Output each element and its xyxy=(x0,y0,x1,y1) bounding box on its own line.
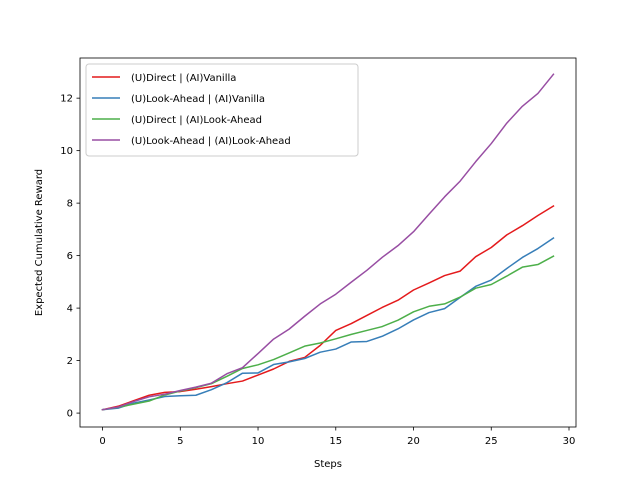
legend-box xyxy=(85,63,359,157)
x-tick-label: 0 xyxy=(99,436,105,447)
y-tick-label: 10 xyxy=(60,146,73,157)
legend: (U)Direct | (AI)Vanilla (U)Look-Ahead | (… xyxy=(85,63,359,157)
plot-frame xyxy=(79,57,577,428)
y-tick-label: 8 xyxy=(67,199,73,210)
legend-label-2: (U)Look-Ahead | (AI)Vanilla xyxy=(131,94,265,105)
x-tick-label: 5 xyxy=(177,436,183,447)
series-line-4 xyxy=(101,73,555,411)
x-tick-label: 15 xyxy=(329,436,342,447)
series-line-2 xyxy=(101,236,555,411)
legend-label-3: (U)Direct | (AI)Look-Ahead xyxy=(131,115,262,126)
x-tick-label: 20 xyxy=(407,436,420,447)
x-tick-label: 25 xyxy=(485,436,498,447)
y-tick-label: 4 xyxy=(67,304,73,315)
y-axis-label: Expected Cumulative Reward xyxy=(34,169,45,316)
series-line-3 xyxy=(101,255,555,411)
x-tick-label: 10 xyxy=(252,436,265,447)
legend-label-1: (U)Direct | (AI)Vanilla xyxy=(131,73,236,84)
x-axis-ticks: 0 5 10 15 20 25 30 xyxy=(99,427,575,447)
y-tick-label: 2 xyxy=(67,356,73,367)
y-tick-label: 12 xyxy=(60,94,73,105)
plot-lines xyxy=(101,73,555,411)
legend-label-4: (U)Look-Ahead | (AI)Look-Ahead xyxy=(131,136,291,147)
y-tick-label: 0 xyxy=(67,409,73,420)
series-line-1 xyxy=(101,204,555,411)
x-axis-label: Steps xyxy=(314,459,342,470)
y-tick-label: 6 xyxy=(67,251,73,262)
x-tick-label: 30 xyxy=(563,436,576,447)
y-axis-ticks: 0 2 4 6 8 10 12 xyxy=(60,94,80,420)
